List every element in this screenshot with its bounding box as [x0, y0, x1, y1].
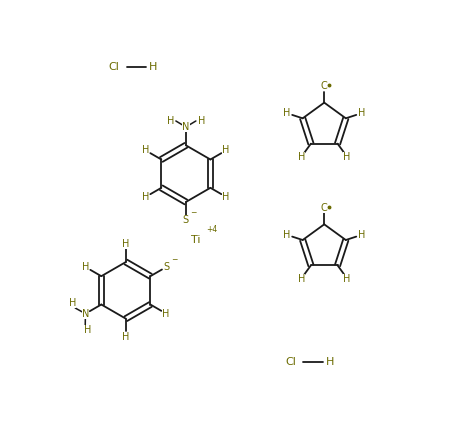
- Text: −: −: [191, 208, 197, 216]
- Text: C: C: [321, 203, 328, 213]
- Text: H: H: [344, 274, 351, 284]
- Text: S: S: [163, 262, 169, 272]
- Text: +4: +4: [206, 225, 217, 234]
- Text: Cl: Cl: [108, 62, 119, 72]
- Text: H: H: [85, 325, 92, 335]
- Text: S: S: [183, 215, 189, 225]
- Text: H: H: [122, 239, 129, 249]
- Text: N: N: [182, 122, 190, 132]
- Text: Ti: Ti: [191, 236, 201, 246]
- Text: H: H: [162, 309, 170, 319]
- Text: H: H: [122, 332, 129, 342]
- Text: H: H: [298, 274, 305, 284]
- Text: H: H: [149, 62, 158, 72]
- Text: H: H: [82, 262, 90, 272]
- Text: H: H: [358, 108, 365, 118]
- Text: H: H: [69, 298, 76, 308]
- Text: H: H: [166, 116, 174, 126]
- Text: H: H: [358, 230, 365, 240]
- Text: N: N: [82, 309, 89, 319]
- Text: H: H: [283, 108, 291, 118]
- Text: H: H: [222, 145, 230, 155]
- Text: H: H: [326, 357, 334, 367]
- Text: H: H: [344, 152, 351, 162]
- Text: H: H: [198, 116, 205, 126]
- Text: H: H: [142, 192, 149, 202]
- Text: H: H: [283, 230, 291, 240]
- Text: Cl: Cl: [285, 357, 296, 367]
- Text: H: H: [142, 145, 149, 155]
- Text: C: C: [321, 81, 328, 91]
- Text: H: H: [298, 152, 305, 162]
- Text: H: H: [222, 192, 230, 202]
- Text: −: −: [170, 255, 177, 264]
